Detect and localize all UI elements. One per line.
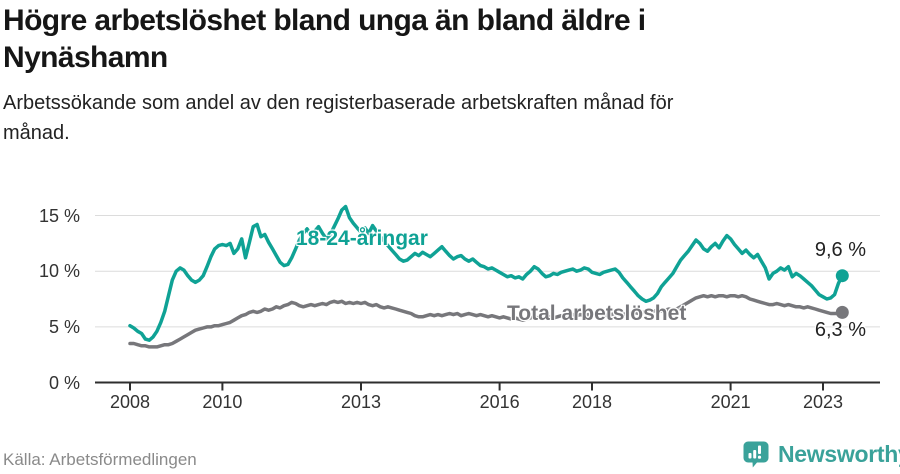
newsworthy-wordmark: Newsworthy [778, 441, 900, 467]
chart-header: Högre arbetslöshet bland unga än bland ä… [3, 0, 813, 148]
newsworthy-brand: Newsworthy [743, 441, 900, 468]
series-end-value-1: 6,3 % [814, 319, 866, 341]
source-note: Källa: Arbetsförmedlingen [3, 450, 197, 469]
x-axis-label: 2013 [340, 392, 382, 412]
y-axis-label: 5 % [48, 316, 80, 337]
x-axis-label: 2016 [479, 392, 520, 412]
y-axis-label: 0 % [48, 372, 80, 393]
page-title: Högre arbetslöshet bland unga än bland ä… [3, 4, 646, 74]
series-end-dot-0 [835, 269, 849, 283]
x-axis-label: 2023 [802, 392, 844, 412]
x-axis-label: 2010 [202, 392, 243, 412]
series-annotation-1: Total arbetslöshet [507, 302, 687, 325]
y-axis-label: 15 % [38, 205, 80, 226]
series-end-dot-1 [835, 305, 849, 319]
x-axis-label: 2021 [710, 392, 751, 412]
series-line-1 [128, 293, 845, 349]
chart-subtitle: Arbetssökande som andel av den registerb… [3, 92, 674, 144]
series-end-value-0: 9,6 % [814, 239, 866, 261]
newsworthy-logo-icon [743, 441, 769, 468]
x-axis-label: 2008 [109, 392, 151, 412]
series-annotation-0: 18-24-åringar [296, 227, 428, 250]
y-axis-label: 10 % [38, 261, 80, 282]
x-axis-label: 2018 [571, 392, 613, 412]
series-line-0 [128, 204, 845, 342]
